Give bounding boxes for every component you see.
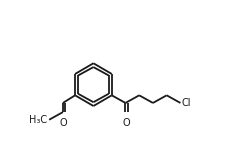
- Text: O: O: [59, 118, 67, 128]
- Text: H₃C: H₃C: [29, 115, 47, 125]
- Text: O: O: [123, 118, 130, 128]
- Text: Cl: Cl: [182, 98, 191, 108]
